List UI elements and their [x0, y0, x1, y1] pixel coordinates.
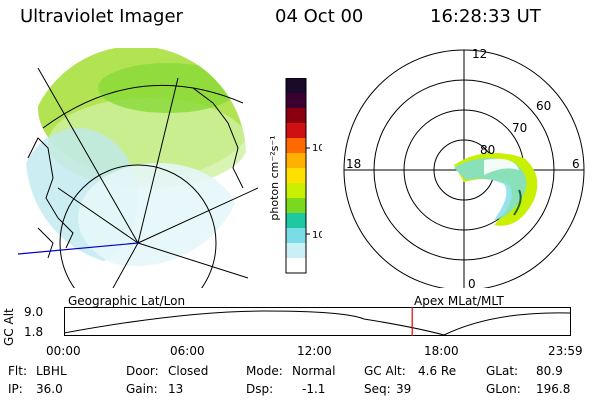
gain-value: 13: [168, 382, 184, 396]
dsp-label: Dsp:: [246, 382, 274, 396]
colorbar-stripe: [286, 138, 306, 154]
polar-mlt-plot: 12 18 6 0 60 70 80: [343, 48, 585, 288]
ip-label: IP:: [8, 382, 23, 396]
lat-label-80: 80: [480, 143, 495, 157]
colorbar-stripe: [286, 93, 306, 109]
time-label: 16:28:33 UT: [430, 6, 541, 27]
colorbar-stripe: [286, 258, 306, 274]
seq-value: 39: [396, 382, 412, 396]
ip-value: 36.0: [36, 382, 63, 396]
glat-value: 80.9: [536, 364, 563, 378]
gcalt-value: 4.6 Re: [418, 364, 457, 378]
timeline-xtick-1800: 18:00: [424, 344, 459, 358]
colorbar-stripe: [286, 243, 306, 259]
glon-label: GLon:: [486, 382, 521, 396]
lat-label-60: 60: [536, 99, 551, 113]
glat-label: GLat:: [486, 364, 519, 378]
mode-label: Mode:: [246, 364, 283, 378]
mode-value: Normal: [292, 364, 336, 378]
mlt-label-12: 12: [472, 48, 487, 61]
timeline-y-label: GC Alt: [2, 308, 16, 346]
colorbar-stripe: [286, 153, 306, 169]
flt-value: LBHL: [36, 364, 67, 378]
colorbar-stripe: [286, 183, 306, 199]
flt-label: Flt:: [8, 364, 27, 378]
colorbar-stripe: [286, 228, 306, 244]
door-value: Closed: [168, 364, 209, 378]
colorbar-stripe: [286, 78, 306, 94]
dsp-value: -1.1: [302, 382, 326, 396]
mlt-label-0: 0: [468, 277, 476, 288]
date-label: 04 Oct 00: [275, 6, 364, 27]
colorbar-tick-10: 10: [312, 230, 322, 241]
seq-label: Seq:: [364, 382, 391, 396]
colorbar-stripe: [286, 123, 306, 139]
colorbar-stripe: [286, 108, 306, 124]
colorbar-stripe: [286, 168, 306, 184]
gain-label: Gain:: [126, 382, 158, 396]
colorbar-tick-100: 100: [312, 143, 322, 154]
timeline-plot: [64, 307, 571, 336]
timeline-ytick-9: 9.0: [24, 305, 44, 319]
colorbar-unit-label: photon cm⁻²s⁻¹: [268, 135, 281, 220]
timeline-xtick-0600: 06:00: [170, 344, 205, 358]
timeline-xtick-2359: 23:59: [548, 344, 583, 358]
colorbar: 100 10 photon cm⁻²s⁻¹: [268, 78, 322, 274]
gcalt-label: GC Alt:: [364, 364, 406, 378]
colorbar-stripe: [286, 198, 306, 214]
timeline-xtick-0000: 00:00: [46, 344, 81, 358]
timeline-xtick-1200: 12:00: [297, 344, 332, 358]
timeline-ytick-1: 1.8: [24, 325, 44, 339]
colorbar-stripe: [286, 213, 306, 229]
door-label: Door:: [126, 364, 159, 378]
instrument-title: Ultraviolet Imager: [20, 6, 183, 27]
geographic-label: Geographic Lat/Lon: [68, 294, 186, 308]
mlt-label-6: 6: [572, 157, 580, 171]
lat-label-70: 70: [512, 121, 527, 135]
geographic-image: [18, 48, 258, 288]
mlt-label-18: 18: [346, 157, 361, 171]
glon-value: 196.8: [536, 382, 571, 396]
apex-label: Apex MLat/MLT: [414, 294, 504, 308]
